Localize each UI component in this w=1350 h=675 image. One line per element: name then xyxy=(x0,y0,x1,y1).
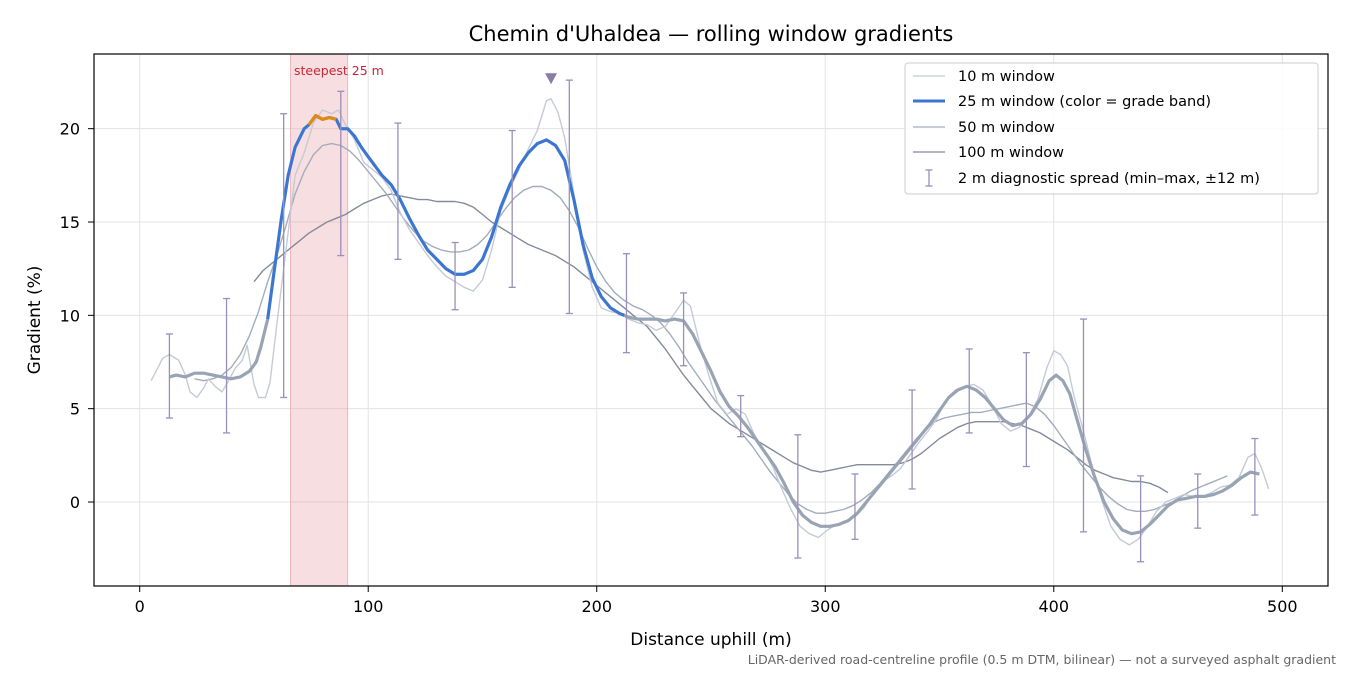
y-tick-label: 5 xyxy=(70,400,80,419)
error-bar xyxy=(451,241,459,311)
x-tick-label: 100 xyxy=(353,597,384,616)
marker-layer xyxy=(545,73,558,85)
legend-label-10m: 10 m window xyxy=(958,69,1055,85)
x-tick-label: 0 xyxy=(135,597,145,616)
y-tick-label: 0 xyxy=(70,493,80,512)
error-bar xyxy=(851,473,859,540)
legend-swatch-error-bar xyxy=(925,169,933,187)
error-bar xyxy=(794,434,802,559)
x-tick-label: 400 xyxy=(1039,597,1070,616)
error-bar xyxy=(165,333,173,419)
legend-label-error-bars: 2 m diagnostic spread (min–max, ±12 m) xyxy=(958,171,1260,187)
legend-label-100m: 100 m window xyxy=(958,145,1064,161)
y-tick-label: 20 xyxy=(60,120,80,139)
series-line-50m xyxy=(194,142,1228,514)
error-bar xyxy=(1251,437,1259,516)
x-axis-label: Distance uphill (m) xyxy=(630,630,791,650)
steepest-band xyxy=(290,53,349,587)
plot-frame xyxy=(93,53,1329,587)
chart-title: Chemin d'Uhaldea — rolling window gradie… xyxy=(469,22,954,46)
error-bar xyxy=(280,113,288,399)
peak-marker xyxy=(545,73,558,85)
steepest-band-label: steepest 25 m xyxy=(294,63,384,78)
error-bar xyxy=(394,122,402,260)
error-bar xyxy=(737,394,745,438)
x-tick-label: 200 xyxy=(581,597,612,616)
error-bar xyxy=(680,292,688,367)
axis-layer: 0 100 200 300 400 500 0 5 10 15 20 xyxy=(60,120,1298,616)
x-tick-label: 300 xyxy=(810,597,841,616)
highlight-band-layer xyxy=(290,53,349,587)
error-bar xyxy=(223,297,231,434)
error-bar xyxy=(622,253,630,354)
error-bar xyxy=(1079,318,1087,533)
legend-label-25m: 25 m window (color = grade band) xyxy=(958,94,1211,110)
y-tick-label: 15 xyxy=(60,213,80,232)
legend: 10 m window 25 m window (color = grade b… xyxy=(904,62,1319,195)
error-bar xyxy=(508,129,516,288)
x-tick-label: 500 xyxy=(1267,597,1298,616)
legend-label-50m: 50 m window xyxy=(958,120,1055,136)
y-axis-label: Gradient (%) xyxy=(25,266,45,375)
error-bar xyxy=(965,348,973,434)
error-bar xyxy=(337,90,345,257)
error-bar-layer xyxy=(165,79,1259,563)
y-tick-label: 10 xyxy=(60,306,80,325)
error-bar xyxy=(908,389,916,490)
footnote: LiDAR-derived road-centreline profile (0… xyxy=(748,652,1336,667)
series-line-25m-steepest xyxy=(307,114,337,126)
legend-frame xyxy=(904,62,1319,195)
error-bar xyxy=(1194,473,1202,529)
error-bar xyxy=(1022,352,1030,468)
error-bar xyxy=(565,79,573,315)
error-bar xyxy=(1137,475,1145,563)
